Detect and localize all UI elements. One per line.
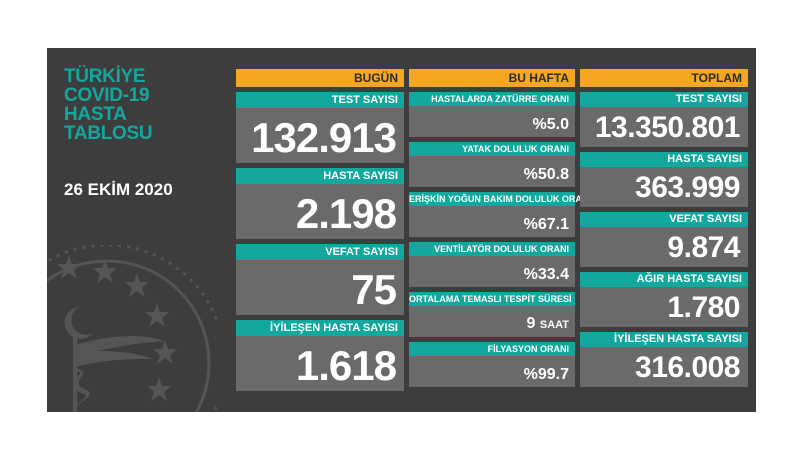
card-bugun-iyilesen: İYİLEŞEN HASTA SAYISI 1.618 <box>236 320 404 391</box>
card-toplam-agir-hasta: AĞIR HASTA SAYISI 1.780 <box>580 272 748 327</box>
card-label: TEST SAYISI <box>580 92 748 107</box>
card-value: 9.874 <box>667 231 740 264</box>
header-bugun: BUGÜN <box>236 69 404 87</box>
card-toplam-hasta: HASTA SAYISI 363.999 <box>580 152 748 207</box>
card-value: 132.913 <box>251 114 397 161</box>
card-label: İYİLEŞEN HASTA SAYISI <box>580 332 748 347</box>
card-label: AĞIR HASTA SAYISI <box>580 272 748 287</box>
card-label: VEFAT SAYISI <box>236 244 404 260</box>
card-value: %33.4 <box>523 266 569 283</box>
card-value: 1.780 <box>667 291 740 324</box>
card-label: HASTALARDA ZATÜRRE ORANI <box>409 92 575 106</box>
card-label: TEST SAYISI <box>236 92 404 108</box>
card-value-unit: SAAT <box>539 319 569 331</box>
card-yogun-bakim-doluluk: ERİŞKİN YOĞUN BAKIM DOLULUK ORANI %67.1 <box>409 192 591 237</box>
card-value: %99.7 <box>523 366 569 383</box>
card-value: 13.350.801 <box>594 111 741 144</box>
card-filyasyon-orani: FİLYASYON ORANI %99.7 <box>409 342 575 387</box>
header-bu-hafta: BU HAFTA <box>409 69 575 87</box>
card-toplam-iyilesen: İYİLEŞEN HASTA SAYISI 316.008 <box>580 332 748 387</box>
card-label: FİLYASYON ORANI <box>409 342 575 356</box>
card-label: VEFAT SAYISI <box>580 212 748 227</box>
card-value: 363.999 <box>635 171 740 204</box>
page-title: TÜRKİYE COVID-19 HASTA TABLOSU <box>64 66 153 144</box>
card-toplam-test: TEST SAYISI 13.350.801 <box>580 92 748 147</box>
title-line: TÜRKİYE <box>64 66 146 87</box>
card-label: ERİŞKİN YOĞUN BAKIM DOLULUK ORANI <box>409 192 591 206</box>
card-label: YATAK DOLULUK ORANI <box>409 142 575 156</box>
card-value: 1.618 <box>295 342 397 389</box>
card-temasli-tespit-suresi: ORTALAMA TEMASLI TESPİT SÜRESİ 9 SAAT <box>409 292 575 337</box>
card-value: %5.0 <box>532 116 569 133</box>
card-value: 9 SAAT <box>527 312 570 337</box>
card-yatak-doluluk: YATAK DOLULUK ORANI %50.8 <box>409 142 575 187</box>
title-line: COVID-19 <box>64 85 150 106</box>
card-label: İYİLEŞEN HASTA SAYISI <box>236 320 404 336</box>
ministry-of-health-emblem-icon <box>47 245 217 412</box>
card-value: 75 <box>351 266 397 313</box>
card-toplam-vefat: VEFAT SAYISI 9.874 <box>580 212 748 267</box>
card-bugun-vefat: VEFAT SAYISI 75 <box>236 244 404 315</box>
card-value-number: 9 <box>526 315 536 332</box>
report-date: 26 EKİM 2020 <box>64 180 173 199</box>
card-label: HASTA SAYISI <box>580 152 748 167</box>
card-zaturre-orani: HASTALARDA ZATÜRRE ORANI %5.0 <box>409 92 575 137</box>
card-bugun-hasta: HASTA SAYISI 2.198 <box>236 168 404 239</box>
card-label: ORTALAMA TEMASLI TESPİT SÜRESİ <box>409 292 575 306</box>
title-line: HASTA <box>64 104 127 125</box>
card-ventilator-doluluk: VENTİLATÖR DOLULUK ORANI %33.4 <box>409 242 575 287</box>
card-label: VENTİLATÖR DOLULUK ORANI <box>409 242 575 256</box>
card-label: HASTA SAYISI <box>236 168 404 184</box>
title-line: TABLOSU <box>64 123 153 144</box>
card-value: 2.198 <box>295 190 397 237</box>
card-value: %67.1 <box>523 216 569 233</box>
card-bugun-test: TEST SAYISI 132.913 <box>236 92 404 163</box>
card-value: 316.008 <box>635 351 740 384</box>
header-toplam: TOPLAM <box>580 69 748 87</box>
card-value: %50.8 <box>523 166 569 183</box>
